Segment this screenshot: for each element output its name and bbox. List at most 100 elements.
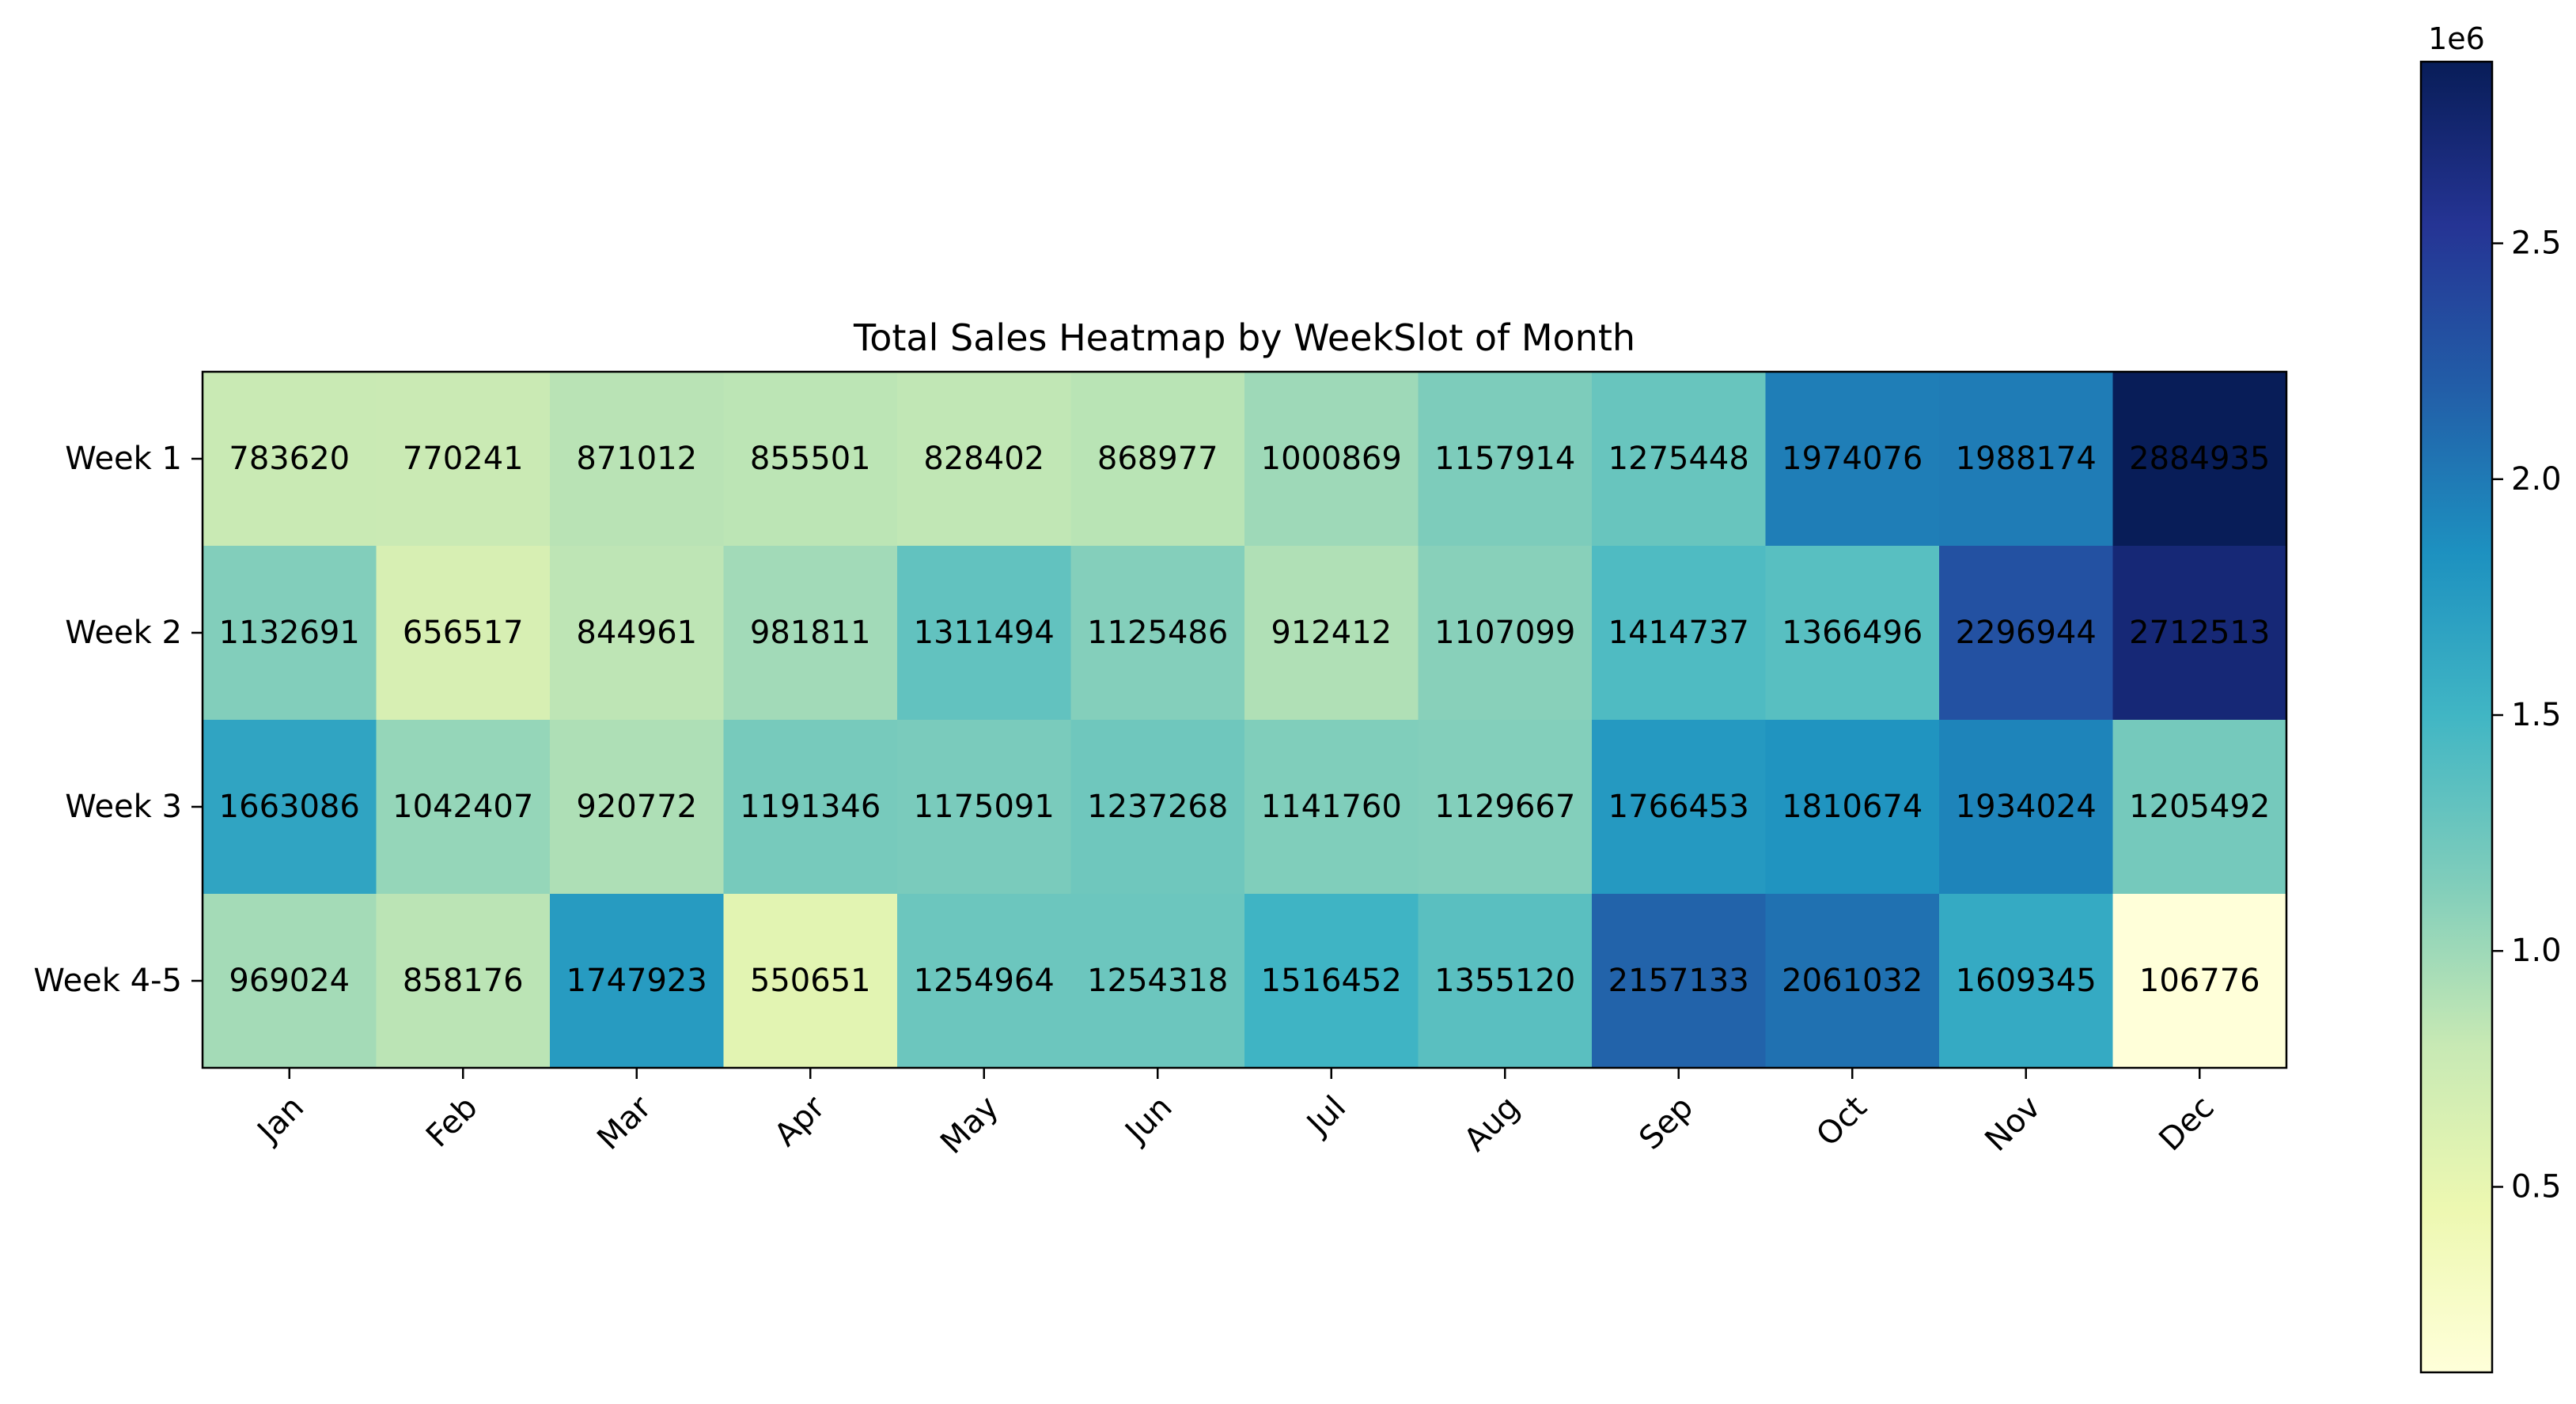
heatmap-cell [897,720,1072,895]
y-tick-label: Week 2 [65,615,182,651]
y-axis: Week 1 Week 2 Week 3 Week 4-5 [33,441,203,999]
heatmap-cell [550,894,725,1069]
cell-value-label: 1516452 [1261,963,1402,999]
heatmap-cell [1592,894,1767,1069]
cell-value-label: 1663086 [219,789,360,825]
cell-value-label: 2296944 [1956,615,2097,651]
cell-value-label: 1934024 [1956,789,2097,825]
heatmap-cell [723,720,898,895]
heatmap-cell [1939,894,2114,1069]
x-tick-label: Feb [419,1089,485,1155]
cell-value-label: 1311494 [914,615,1055,651]
heatmap-cell [203,372,377,547]
cell-value-label: 1988174 [1956,441,2097,477]
colorbar-tick-label: 1.0 [2511,933,2562,969]
x-tick-label: Mar [590,1089,658,1157]
cell-value-label: 1810674 [1782,789,1923,825]
heatmap-cell [1070,720,1245,895]
heatmap-cell [376,372,551,547]
cell-value-label: 855501 [750,441,871,477]
heatmap-cell [1418,372,1593,547]
heatmap-cell [1765,372,1940,547]
heatmap-cell [550,546,725,721]
cell-value-label: 1132691 [219,615,360,651]
cell-value-label: 1254964 [914,963,1055,999]
cell-value-label: 783620 [229,441,350,477]
heatmap-cell [1244,546,1419,721]
x-tick-label: Apr [767,1089,832,1154]
y-tick-label: Week 3 [65,789,182,825]
heatmap-cell [1070,372,1245,547]
heatmap-cell-labels: 783620 770241 871012 855501 828402 868977 1000… [219,441,2271,999]
heatmap-cell [376,546,551,721]
cell-value-label: 1766453 [1608,789,1749,825]
cell-value-label: 844961 [576,615,697,651]
heatmap-cells [203,372,2287,1069]
heatmap-cell [203,546,377,721]
colorbar-tick-label: 2.5 [2511,225,2562,262]
heatmap-cell [2112,720,2287,895]
heatmap-cell [897,372,1072,547]
cell-value-label: 1237268 [1087,789,1228,825]
heatmap-cell [203,894,377,1069]
cell-value-label: 1042407 [392,789,533,825]
x-tick-label: Sep [1632,1089,1700,1157]
cell-value-label: 868977 [1097,441,1218,477]
cell-value-label: 106776 [2139,963,2260,999]
x-axis: Jan Feb Mar Apr May Jun Jul Aug Sep Oct Nov Dec [249,1068,2222,1161]
colorbar-tick-label: 0.5 [2511,1168,2562,1205]
heatmap-cell [1418,894,1593,1069]
x-tick-label: Aug [1457,1089,1527,1159]
cell-value-label: 1254318 [1087,963,1228,999]
cell-value-label: 1414737 [1608,615,1749,651]
heatmap-cell [203,720,377,895]
heatmap-cell [1765,546,1940,721]
heatmap-cell [1765,720,1940,895]
colorbar: 1e6 0.5 1.0 1.5 2.0 2.5 [2419,21,2562,1374]
colorbar-gradient [2421,62,2492,1372]
cell-value-label: 920772 [576,789,697,825]
heatmap-cell [723,894,898,1069]
heatmap-cell [1244,894,1419,1069]
heatmap-cell [1592,372,1767,547]
heatmap-cell [2112,372,2287,547]
heatmap-cell [1939,720,2114,895]
heatmap-cell [376,894,551,1069]
cell-value-label: 1609345 [1956,963,2097,999]
x-tick-label: Nov [1978,1089,2048,1159]
colorbar-tick-label: 2.0 [2511,461,2562,498]
plot-frame [201,370,2288,1069]
heatmap-cell [1244,372,1419,547]
heatmap-cell [2112,894,2287,1069]
heatmap-cell [1070,546,1245,721]
cell-value-label: 981811 [750,615,871,651]
x-tick-label: Jan [249,1089,311,1151]
cell-value-label: 912412 [1271,615,1392,651]
heatmap-cell [550,372,725,547]
heatmap-cell [1418,546,1593,721]
heatmap-cell [1939,546,2114,721]
cell-value-label: 1366496 [1782,615,1923,651]
cell-value-label: 1355120 [1434,963,1575,999]
x-tick-label: May [934,1089,1006,1161]
cell-value-label: 1141760 [1261,789,1402,825]
cell-value-label: 1175091 [914,789,1055,825]
heatmap-cell [550,720,725,895]
cell-value-label: 1974076 [1782,441,1923,477]
heatmap-cell [1244,720,1419,895]
x-tick-label: Jul [1298,1089,1353,1144]
cell-value-label: 871012 [576,441,697,477]
cell-value-label: 1275448 [1608,441,1749,477]
cell-value-label: 2157133 [1608,963,1749,999]
colorbar-frame [2419,60,2494,1374]
heatmap-cell [897,546,1072,721]
colorbar-tick-label: 1.5 [2511,697,2562,733]
cell-value-label: 1000869 [1261,441,1402,477]
cell-value-label: 1125486 [1087,615,1228,651]
cell-value-label: 858176 [403,963,524,999]
heatmap-cell [1070,894,1245,1069]
cell-value-label: 1205492 [2129,789,2270,825]
heatmap-cell [376,720,551,895]
